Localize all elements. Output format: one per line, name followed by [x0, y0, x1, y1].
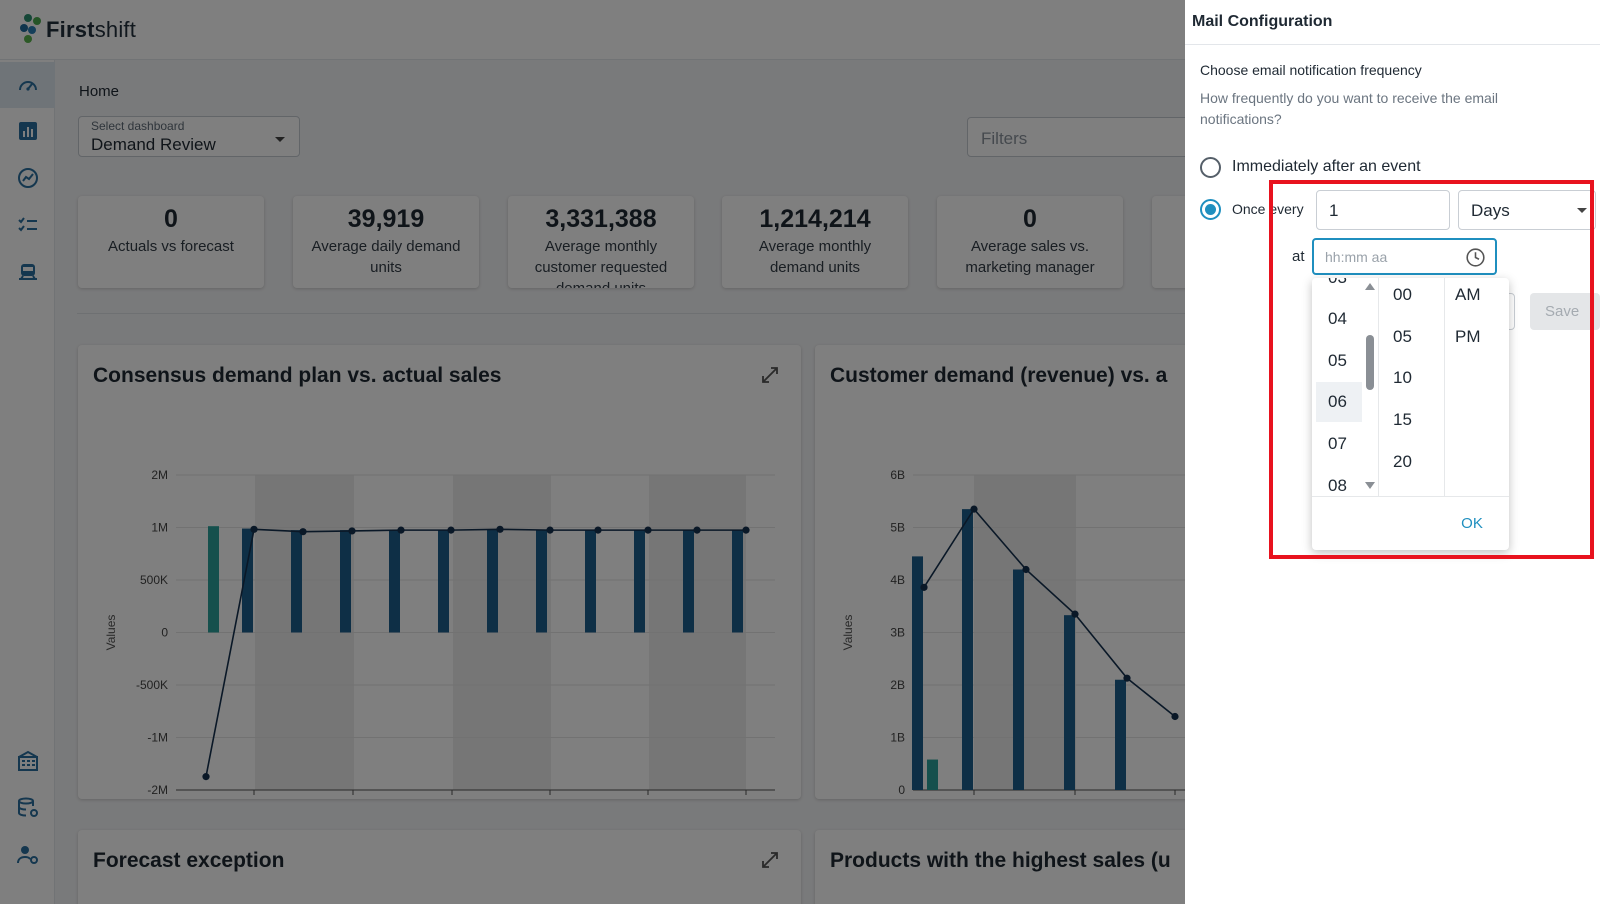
- scroll-up-icon[interactable]: [1365, 283, 1375, 290]
- time-picker-popup: 03 04 05 06 07 08 00 05 10 15 20 AM PM O…: [1312, 278, 1509, 550]
- at-label: at: [1292, 248, 1305, 265]
- frequency-question: Choose email notification frequency: [1200, 62, 1422, 78]
- interval-number-input[interactable]: 1: [1316, 190, 1450, 230]
- minute-option[interactable]: 10: [1393, 368, 1412, 387]
- ok-button[interactable]: OK: [1461, 515, 1483, 532]
- hour-option[interactable]: 07: [1328, 434, 1347, 453]
- save-button-label: Save: [1545, 303, 1580, 320]
- modal-backdrop[interactable]: [0, 0, 1185, 904]
- picker-divider: [1312, 496, 1509, 497]
- interval-unit-select[interactable]: Days: [1458, 190, 1596, 230]
- scroll-down-icon[interactable]: [1365, 482, 1375, 489]
- radio-once-every-label[interactable]: Once every: [1232, 201, 1304, 217]
- frequency-description: How frequently do you want to receive th…: [1200, 90, 1499, 127]
- annotation-highlight-box: [1269, 180, 1594, 559]
- drawer-divider: [1185, 44, 1600, 45]
- hour-option[interactable]: 05: [1328, 351, 1347, 370]
- hour-option-selected[interactable]: 06: [1316, 382, 1362, 422]
- ampm-column[interactable]: AM PM: [1445, 278, 1509, 496]
- scrollbar-thumb[interactable]: [1366, 335, 1374, 390]
- radio-once-every[interactable]: [1200, 199, 1221, 220]
- minute-option[interactable]: 05: [1393, 327, 1412, 346]
- save-button[interactable]: Save: [1530, 293, 1600, 330]
- pm-option[interactable]: PM: [1455, 327, 1481, 346]
- radio-immediately[interactable]: [1200, 157, 1221, 178]
- hour-option[interactable]: 03: [1312, 278, 1362, 298]
- hour-option[interactable]: 04: [1328, 309, 1347, 328]
- interval-number-value: 1: [1329, 201, 1339, 220]
- interval-unit-value: Days: [1471, 201, 1510, 220]
- minute-option[interactable]: 20: [1393, 452, 1412, 471]
- radio-immediately-label[interactable]: Immediately after an event: [1232, 158, 1421, 175]
- chevron-down-icon: [1577, 208, 1587, 213]
- hour-option[interactable]: 08: [1328, 476, 1347, 495]
- drawer-title: Mail Configuration: [1192, 13, 1333, 30]
- time-placeholder: hh:mm aa: [1325, 249, 1388, 265]
- minute-option[interactable]: 15: [1393, 410, 1412, 429]
- minutes-column[interactable]: 00 05 10 15 20: [1379, 278, 1445, 496]
- time-input[interactable]: hh:mm aa: [1312, 238, 1497, 275]
- minute-option[interactable]: 00: [1393, 285, 1412, 304]
- hours-scrollbar[interactable]: [1363, 278, 1377, 496]
- clock-icon[interactable]: [1465, 247, 1486, 268]
- am-option[interactable]: AM: [1455, 285, 1481, 304]
- hours-column[interactable]: 03 04 05 06 07 08: [1312, 278, 1379, 496]
- mail-config-drawer: Mail Configuration Choose email notifica…: [1185, 0, 1600, 904]
